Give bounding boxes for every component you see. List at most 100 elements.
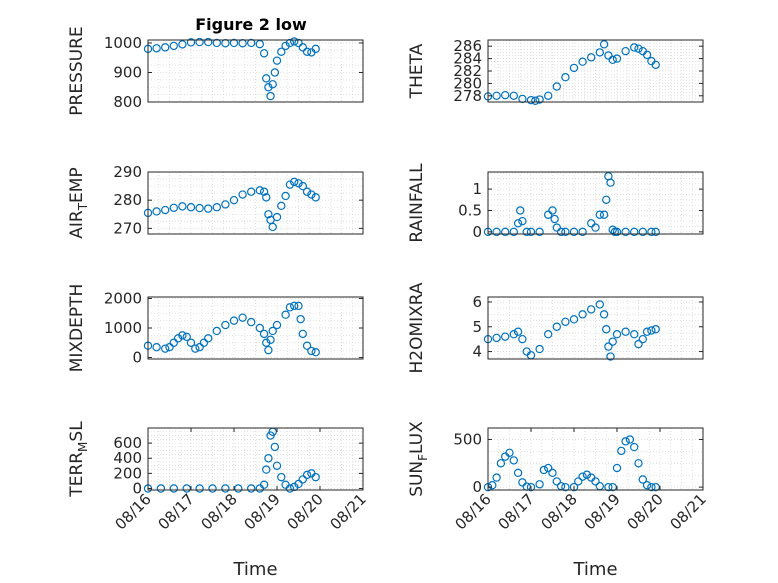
x-tick-label: 08/21 bbox=[667, 490, 710, 533]
x-tick-label: 08/18 bbox=[538, 490, 581, 533]
data-point bbox=[621, 327, 630, 336]
data-point bbox=[608, 337, 617, 346]
data-point bbox=[638, 334, 648, 344]
data-point bbox=[578, 310, 587, 319]
data-point bbox=[642, 327, 652, 336]
data-point bbox=[195, 37, 204, 47]
data-point bbox=[496, 459, 506, 468]
data-point bbox=[651, 227, 660, 237]
data-point bbox=[268, 222, 277, 232]
data-point bbox=[526, 482, 536, 492]
data-point bbox=[599, 210, 609, 219]
data-point bbox=[221, 320, 230, 330]
data-point bbox=[608, 482, 617, 492]
data-point bbox=[595, 48, 605, 57]
data-point bbox=[246, 38, 256, 48]
data-point bbox=[169, 41, 178, 51]
data-point bbox=[264, 345, 273, 355]
data-point bbox=[535, 95, 544, 104]
data-point bbox=[182, 332, 191, 342]
y-tick-label: 286 bbox=[453, 37, 482, 55]
data-point bbox=[160, 205, 170, 215]
data-point bbox=[535, 480, 544, 489]
data-point bbox=[548, 206, 557, 215]
data-point bbox=[246, 484, 256, 493]
data-point bbox=[238, 190, 247, 199]
data-point bbox=[492, 473, 501, 482]
data-point bbox=[290, 177, 299, 187]
data-point bbox=[634, 44, 643, 53]
data-point bbox=[642, 481, 652, 490]
y-tick-label: 282 bbox=[453, 62, 482, 80]
data-point bbox=[604, 51, 613, 60]
data-point bbox=[488, 481, 497, 490]
data-point bbox=[294, 38, 303, 48]
data-point bbox=[582, 470, 592, 479]
y-axis-label: PRESSURE bbox=[67, 26, 87, 115]
y-axis-label: RAINFALL bbox=[407, 163, 427, 243]
data-point bbox=[578, 472, 587, 481]
data-point bbox=[186, 338, 196, 347]
x-tick-label: 08/17 bbox=[155, 490, 198, 533]
data-point bbox=[647, 326, 656, 335]
data-point bbox=[591, 477, 600, 486]
data-point bbox=[535, 344, 544, 354]
data-point bbox=[294, 479, 303, 489]
y-tick-label: 284 bbox=[453, 50, 482, 68]
data-point bbox=[602, 195, 611, 204]
data-point bbox=[277, 201, 286, 211]
data-point bbox=[212, 326, 221, 336]
x-tick-label: 08/17 bbox=[495, 490, 538, 533]
data-point bbox=[281, 310, 290, 319]
data-point bbox=[606, 352, 615, 361]
data-point bbox=[552, 82, 562, 91]
y-tick-label: 290 bbox=[113, 163, 142, 181]
x-tick-label: 08/16 bbox=[452, 490, 495, 533]
y-tick-label: 0 bbox=[132, 479, 142, 497]
data-point bbox=[587, 305, 596, 314]
axes-frame bbox=[147, 171, 364, 235]
y-tick-label: 800 bbox=[113, 93, 142, 111]
x-tick-label: 08/19 bbox=[241, 490, 284, 533]
y-tick-label: 0 bbox=[472, 478, 482, 496]
axes-frame bbox=[487, 427, 704, 491]
data-point bbox=[647, 482, 656, 492]
data-point bbox=[522, 227, 531, 237]
data-point bbox=[298, 181, 307, 191]
data-point bbox=[606, 178, 615, 187]
data-point bbox=[186, 203, 196, 212]
data-point bbox=[266, 91, 275, 101]
data-point bbox=[152, 207, 161, 216]
data-point bbox=[311, 44, 320, 54]
data-point bbox=[195, 203, 204, 213]
data-point bbox=[531, 96, 540, 105]
data-point bbox=[509, 227, 518, 237]
data-point bbox=[569, 315, 579, 324]
data-point bbox=[259, 49, 269, 58]
data-point bbox=[290, 301, 299, 311]
data-point bbox=[298, 475, 307, 484]
data-point bbox=[307, 190, 316, 199]
data-point bbox=[272, 320, 282, 330]
data-point bbox=[612, 54, 622, 63]
data-point bbox=[186, 38, 196, 47]
data-point bbox=[526, 95, 536, 105]
data-point bbox=[272, 56, 282, 65]
figure-title: Figure 2 low bbox=[195, 15, 307, 34]
data-point bbox=[608, 55, 617, 65]
data-point bbox=[552, 223, 562, 232]
data-point bbox=[518, 216, 527, 226]
data-point bbox=[634, 459, 643, 468]
data-point bbox=[574, 477, 583, 486]
y-tick-label: 6 bbox=[472, 293, 482, 311]
data-point bbox=[203, 334, 213, 343]
data-point bbox=[569, 63, 579, 73]
data-point bbox=[552, 477, 562, 486]
y-tick-label: 270 bbox=[113, 219, 142, 237]
data-point bbox=[612, 227, 622, 237]
data-point bbox=[195, 342, 204, 352]
data-point bbox=[602, 325, 611, 334]
y-tick-label: 200 bbox=[113, 464, 142, 482]
